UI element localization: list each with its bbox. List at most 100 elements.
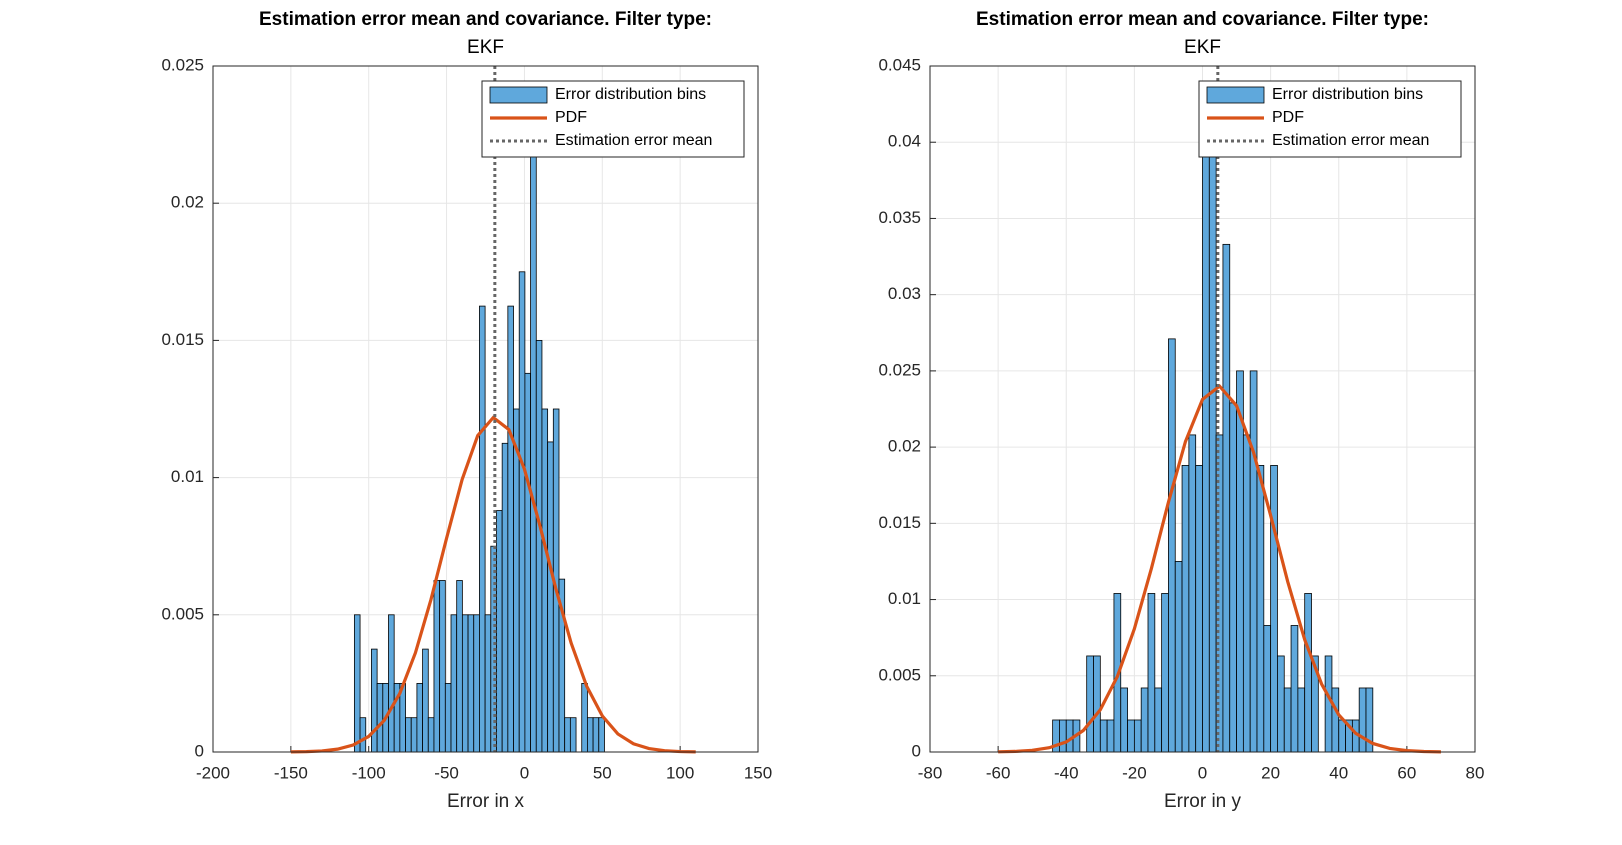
x-tick-label: 60	[1397, 763, 1416, 782]
x-tick-label: -200	[196, 763, 230, 782]
bar	[1086, 655, 1094, 753]
bar	[1140, 687, 1149, 753]
x-tick-label: 100	[666, 763, 694, 782]
y-tick-label: 0.025	[878, 360, 921, 379]
bar	[535, 339, 543, 753]
bar	[484, 614, 492, 753]
y-tick-label: 0.02	[888, 437, 921, 456]
chart-title: Estimation error mean and covariance. Fi…	[259, 9, 712, 30]
legend: Error distribution bins PDF Estimation err…	[481, 80, 745, 158]
bar	[1133, 719, 1142, 753]
bar	[1229, 402, 1237, 753]
pdf-line	[290, 415, 696, 754]
bar	[1358, 687, 1367, 753]
bar	[456, 580, 463, 753]
bar	[541, 408, 549, 753]
bar	[501, 442, 509, 753]
legend-label: Estimation error mean	[1272, 132, 1429, 149]
bar	[496, 510, 503, 753]
legend-label: Error distribution bins	[555, 86, 706, 103]
bar	[1059, 719, 1067, 753]
x-axis-label: Error in x	[447, 791, 525, 812]
bar	[1106, 719, 1115, 753]
bar	[473, 614, 480, 753]
bar	[1147, 593, 1156, 753]
y-tick-label: 0	[195, 741, 204, 760]
bar	[1202, 147, 1210, 753]
y-tick-label: 0.02	[171, 193, 204, 212]
chart-title: Estimation error mean and covariance. Fi…	[976, 9, 1429, 30]
bar	[1065, 719, 1074, 753]
y-tick-label: 0.04	[888, 132, 921, 151]
legend-label: Error distribution bins	[1272, 86, 1423, 103]
bar	[1338, 719, 1346, 753]
x-tick-label: -150	[274, 763, 308, 782]
y-tick-label: 0	[912, 741, 921, 760]
x-tick-label: 20	[1261, 763, 1280, 782]
bar	[1236, 370, 1244, 753]
bar	[564, 717, 571, 753]
y-tick-label: 0.025	[161, 55, 204, 74]
x-tick-label: 0	[1198, 763, 1207, 782]
pdf-line	[998, 383, 1441, 754]
bar	[479, 305, 486, 753]
bar	[371, 648, 378, 753]
bar	[1277, 655, 1285, 753]
bar	[1208, 147, 1217, 753]
y-tick-label: 0.01	[888, 589, 921, 608]
bar	[1195, 465, 1203, 753]
bar	[439, 580, 446, 753]
bar	[450, 614, 458, 753]
bar	[461, 614, 469, 753]
legend-swatch	[1206, 86, 1265, 104]
bar	[1270, 465, 1278, 753]
bar	[1283, 687, 1292, 753]
bar	[359, 717, 367, 753]
bar	[1188, 434, 1197, 753]
legend: Error distribution bins PDF Estimation err…	[1198, 80, 1462, 158]
bar	[1174, 561, 1183, 753]
bar	[444, 683, 452, 753]
y-tick-label: 0.005	[161, 604, 204, 623]
x-tick-label: 80	[1466, 763, 1485, 782]
axes-box	[929, 65, 1476, 753]
bar	[507, 305, 514, 753]
bar	[467, 614, 475, 753]
chart-title: EKF	[467, 37, 504, 58]
y-tick-label: 0.045	[878, 55, 921, 74]
x-axis-label: Error in y	[1164, 791, 1242, 812]
bar	[416, 683, 423, 753]
legend-label: Estimation error mean	[555, 132, 712, 149]
bar	[592, 717, 600, 753]
bar	[1099, 719, 1108, 753]
x-tick-label: -50	[434, 763, 459, 782]
bar	[518, 271, 526, 753]
bar	[547, 441, 554, 753]
bar	[587, 717, 594, 753]
bar	[569, 717, 577, 753]
bar	[427, 717, 435, 753]
x-tick-label: -20	[1122, 763, 1147, 782]
legend-label: PDF	[1272, 109, 1304, 126]
bar	[1120, 687, 1128, 753]
bar	[1242, 434, 1251, 753]
bar	[433, 580, 441, 753]
bar	[1263, 625, 1272, 753]
x-tick-label: 50	[593, 763, 612, 782]
x-tick-label: 40	[1329, 763, 1348, 782]
legend-swatch	[489, 86, 548, 104]
y-tick-label: 0.03	[888, 284, 921, 303]
axes: -80 -60 -40 -20 0 20 40 60 80 0 0.005 0.01 0.015 0.02…	[878, 9, 1484, 812]
bar	[1304, 593, 1312, 753]
x-tick-label: -40	[1054, 763, 1079, 782]
bar	[1181, 465, 1190, 753]
bar	[353, 614, 361, 753]
y-tick-label: 0.015	[878, 513, 921, 532]
axes: -200 -150 -100 -50 0 50 100 150 0 0.005 0.01 0.015 0…	[161, 9, 772, 812]
bar	[513, 408, 520, 753]
x-tick-label: -60	[986, 763, 1011, 782]
x-tick-label: -80	[918, 763, 943, 782]
bar	[422, 648, 429, 753]
y-tick-label: 0.01	[171, 467, 204, 486]
